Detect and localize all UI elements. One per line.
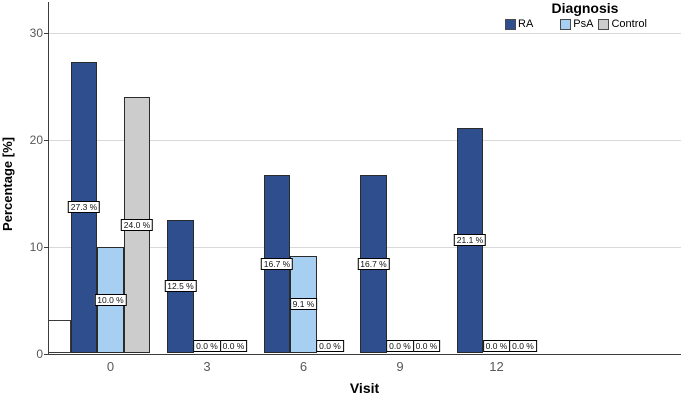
data-label-psa-visit-9: 0.0 % xyxy=(386,340,414,352)
data-label-control-visit-9: 0.0 % xyxy=(412,340,441,352)
x-tick-label-3: 3 xyxy=(203,359,211,374)
data-label-control-visit-0: 24.0 % xyxy=(120,218,154,231)
data-label-control-visit-12: 0.0 % xyxy=(509,340,537,352)
x-tick-label-12: 12 xyxy=(489,359,504,374)
data-label-ra-visit-0: 27.3 % xyxy=(67,201,101,214)
legend-items: RA PsA Control xyxy=(505,18,681,30)
y-tick-20 xyxy=(43,139,48,141)
data-label-ra-visit-9: 16.7 % xyxy=(357,257,390,270)
gridline-20 xyxy=(47,139,681,141)
x-axis-title: Visit xyxy=(349,380,380,396)
data-label-psa-visit-3: 0.0 % xyxy=(193,340,221,352)
data-label-ra-visit-12: 21.1 % xyxy=(453,234,487,247)
data-label-ra-visit-3: 12.5 % xyxy=(164,280,197,293)
legend-swatch-psa xyxy=(560,18,572,30)
y-tick-label-30: 30 xyxy=(29,26,43,40)
y-tick-label-10: 10 xyxy=(29,239,43,254)
x-tick-label-9: 9 xyxy=(396,359,404,374)
x-tick-label-6: 6 xyxy=(299,359,308,374)
legend-item-control: Control xyxy=(598,18,647,30)
legend: Diagnosis RA PsA Control xyxy=(505,1,681,30)
legend-label-control: Control xyxy=(611,18,647,30)
y-tick-label-20: 20 xyxy=(29,132,43,147)
data-label-ra-visit-6: 16.7 % xyxy=(260,257,294,270)
legend-label-psa: PsA xyxy=(573,18,594,30)
legend-title: Diagnosis xyxy=(551,0,619,16)
legend-item-ra: RA xyxy=(505,18,533,30)
legend-swatch-ra xyxy=(505,18,516,30)
data-label-control-visit-3: 0.0 % xyxy=(219,340,248,352)
y-tick-0 xyxy=(43,353,48,355)
x-axis-line xyxy=(47,353,681,355)
legend-label-ra: RA xyxy=(518,18,534,30)
legend-swatch-control xyxy=(598,18,610,30)
data-label-control-visit-6: 0.0 % xyxy=(316,340,344,352)
legend-item-psa: PsA xyxy=(560,18,593,30)
x-tick-label-0: 0 xyxy=(106,359,115,374)
data-label-psa-visit-0: 10.0 % xyxy=(94,293,127,306)
data-label-psa-visit-6: 9.1 % xyxy=(289,298,318,311)
data-label-psa-visit-12: 0.0 % xyxy=(482,340,511,352)
gridline-30 xyxy=(47,33,681,34)
y-tick-30 xyxy=(43,33,48,34)
unlabeled-white-bar xyxy=(48,320,71,354)
y-axis-line xyxy=(47,2,49,355)
y-tick-10 xyxy=(43,246,48,248)
y-tick-label-0: 0 xyxy=(36,346,43,361)
